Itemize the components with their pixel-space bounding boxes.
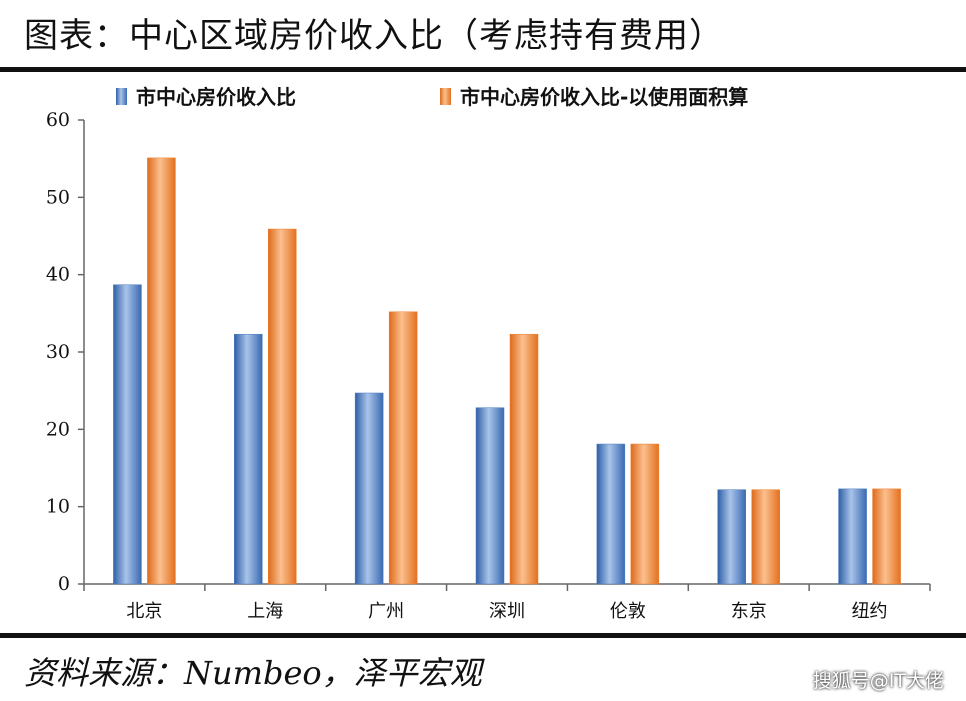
- source-note: 资料来源：Numbeo，泽平宏观: [24, 654, 482, 692]
- y-tick-label: 30: [46, 341, 70, 363]
- bar-series-2: [872, 488, 901, 585]
- x-tick-label: 纽约: [852, 601, 888, 622]
- watermark: 搜狐号@IT大佬: [812, 670, 944, 692]
- legend: 市中心房价收入比 市中心房价收入比-以使用面积算: [116, 85, 748, 109]
- legend-swatch-1: [116, 88, 127, 105]
- chart-title: 图表：中心区域房价收入比（考虑持有费用）: [24, 16, 724, 56]
- y-tick-label: 0: [58, 573, 70, 595]
- bar-series-1: [234, 333, 263, 585]
- legend-label-2: 市中心房价收入比-以使用面积算: [460, 85, 748, 109]
- x-tick-label: 东京: [731, 601, 767, 622]
- axes: 0 10 20 30 40 50 60 北京 上海 广州 深圳 伦敦 东京 纽约: [46, 109, 931, 622]
- bars: [113, 157, 901, 585]
- bar-series-2: [388, 311, 418, 585]
- bar-series-1: [717, 489, 746, 585]
- y-tick-label: 60: [46, 109, 70, 131]
- bar-series-2: [509, 333, 539, 585]
- source-divider: [0, 633, 966, 638]
- y-tick-label: 40: [46, 264, 70, 286]
- x-tick-label: 伦敦: [610, 601, 646, 622]
- x-tick-label: 上海: [247, 601, 283, 622]
- x-tick-label: 广州: [368, 601, 404, 622]
- bar-series-1: [354, 392, 384, 585]
- y-tick-label: 10: [46, 496, 70, 518]
- x-tick-label: 北京: [126, 601, 162, 622]
- x-tick-label: 深圳: [489, 601, 525, 622]
- bar-series-1: [113, 284, 142, 585]
- title-divider: [0, 67, 966, 72]
- bar-series-1: [838, 488, 867, 585]
- y-tick-label: 50: [46, 186, 70, 208]
- bar-chart: 市中心房价收入比 市中心房价收入比-以使用面积算 0 10 20 30 40 50 60 北京 上…: [46, 85, 931, 622]
- legend-label-1: 市中心房价收入比: [136, 85, 296, 109]
- legend-swatch-2: [440, 88, 451, 105]
- bar-series-2: [751, 489, 780, 585]
- bar-series-1: [475, 407, 505, 585]
- bar-series-2: [147, 157, 176, 585]
- y-tick-label: 20: [46, 418, 70, 440]
- bar-series-2: [268, 228, 297, 585]
- bar-series-1: [596, 443, 626, 585]
- bar-series-2: [630, 443, 660, 585]
